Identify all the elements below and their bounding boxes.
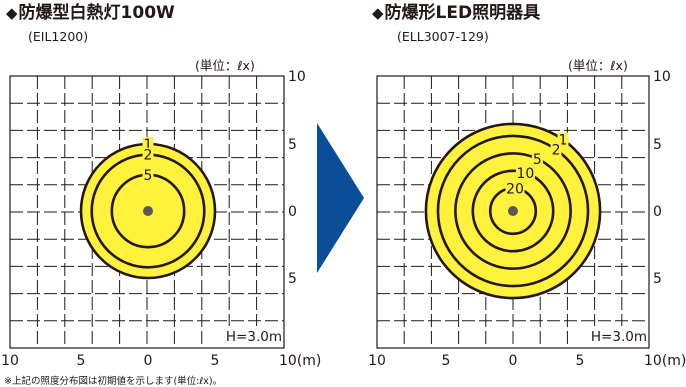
mounting-height-label: H=3.0m: [226, 329, 282, 345]
panel-title-text: 防爆型白熱灯100W: [18, 3, 175, 23]
x-tick-label: 0: [509, 353, 518, 369]
mounting-height-label: H=3.0m: [591, 329, 647, 345]
contour-label: 5: [533, 152, 542, 168]
isolux-contour: [454, 152, 572, 270]
x-tick-label: 5: [77, 353, 86, 369]
contour-label-bg: [142, 167, 154, 182]
panel-model: (ELL3007-129): [397, 29, 489, 44]
isolux-contour: [436, 134, 590, 288]
y-tick-label: 5: [288, 271, 297, 287]
luminaire-position-marker: [143, 206, 153, 216]
panel-title-text: 防爆形LED照明器具: [384, 3, 541, 23]
x-tick-label: 5: [211, 353, 220, 369]
height-label-bg: [587, 326, 647, 344]
isolux-contour: [471, 169, 555, 253]
unit-label: (単位：ℓx): [195, 58, 255, 73]
contour-label-bg: [531, 151, 543, 166]
contour-label: 1: [144, 137, 153, 153]
contour-label: 1: [558, 133, 567, 149]
x-tick-label: 10(m): [279, 353, 321, 369]
x-tick-label: 10: [1, 353, 19, 369]
y-tick-label: 5: [653, 137, 662, 153]
diamond-mark-icon: ◆: [6, 4, 18, 22]
x-tick-label: 10(m): [644, 353, 686, 369]
y-tick-label: 5: [288, 137, 297, 153]
plot-frame: [9, 75, 285, 349]
x-tick-label: 5: [442, 353, 451, 369]
panel-title: ◆防爆形LED照明器具: [372, 3, 540, 23]
y-tick-label: 5: [653, 271, 662, 287]
contour-label: 2: [552, 143, 561, 159]
contour-label-bg: [557, 132, 569, 147]
contour-label: 20: [506, 181, 524, 197]
isolux-contour: [424, 122, 602, 300]
height-label-bg: [222, 326, 282, 344]
x-tick-label: 0: [144, 353, 153, 369]
y-tick-label: 10: [288, 69, 306, 85]
contour-label-bg: [550, 142, 562, 157]
contour-label-bg: [142, 147, 154, 162]
direction-arrow-icon: [317, 123, 364, 273]
footnote: ※上記の照度分布図は初期値を示します(単位:ℓx)。: [4, 376, 223, 387]
panel-title: ◆防爆型白熱灯100W: [6, 3, 175, 23]
x-tick-label: 10: [368, 353, 386, 369]
diamond-mark-icon: ◆: [372, 4, 384, 22]
contour-label-bg: [505, 181, 525, 196]
y-tick-label: 0: [653, 204, 662, 220]
y-tick-label: 10: [653, 69, 671, 85]
unit-label: (単位：ℓx): [568, 58, 628, 73]
plot-frame: [376, 75, 650, 349]
contour-label: 2: [144, 148, 153, 164]
y-tick-label: 0: [288, 204, 297, 220]
contour-label-bg: [515, 165, 535, 180]
x-tick-label: 5: [576, 353, 585, 369]
contour-label: 5: [144, 168, 153, 184]
luminaire-position-marker: [508, 206, 518, 216]
panel-model: (EIL1200): [28, 29, 89, 44]
contour-label-bg: [142, 137, 154, 151]
contour-label: 10: [517, 166, 535, 182]
